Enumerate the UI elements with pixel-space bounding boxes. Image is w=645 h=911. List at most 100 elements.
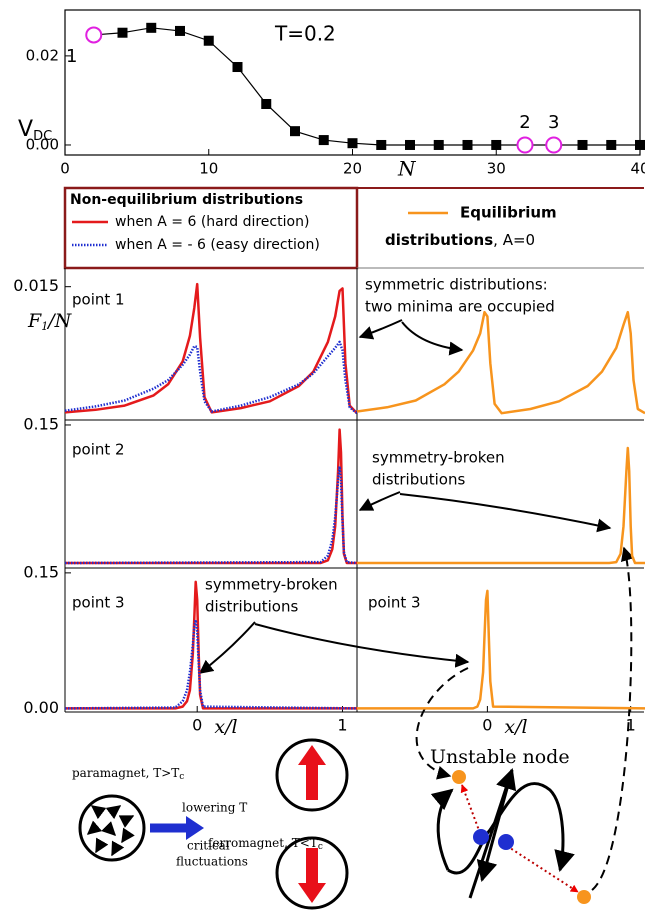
y-tick-label: 0.00	[26, 135, 59, 153]
legend-box	[63, 186, 359, 270]
x-tick-label: 20	[343, 160, 362, 178]
data-point	[462, 139, 473, 150]
arrow	[399, 493, 612, 533]
plot-area	[64, 428, 358, 565]
x-tick-label: 0	[60, 160, 70, 178]
point-label: 3	[548, 112, 559, 133]
plot-area	[357, 446, 645, 565]
point-label: 1	[66, 46, 77, 67]
blue-dot	[473, 829, 489, 845]
y-label: F1/N	[27, 310, 73, 333]
plot-area	[356, 310, 645, 415]
point-label: 2	[519, 112, 530, 133]
arrow	[198, 621, 256, 674]
x-tick-label: 40	[630, 160, 645, 178]
annotation: distributions	[205, 598, 298, 616]
arrow	[358, 491, 401, 511]
data-point	[491, 139, 502, 150]
diagram-label: fluctuations	[176, 855, 248, 869]
x-label: N	[397, 157, 417, 181]
annotation-arrows	[198, 319, 612, 674]
potential-curves	[430, 768, 575, 899]
data-line	[64, 618, 358, 710]
legend-label: when A = 6 (hard direction)	[115, 214, 309, 230]
x-label: x/l	[214, 716, 237, 738]
chart-title: T=0.2	[274, 22, 336, 46]
orange-dot	[577, 890, 591, 904]
dotted-arrows	[460, 784, 579, 893]
orange-dot	[452, 770, 466, 784]
legend-title: Equilibrium	[460, 204, 557, 222]
plot-area	[64, 580, 358, 710]
data-point	[433, 139, 444, 150]
annotation: symmetry-broken	[205, 576, 338, 594]
arrow	[358, 319, 403, 340]
diagram-label: critical	[187, 839, 230, 853]
data-point	[405, 139, 415, 150]
data-point	[577, 139, 588, 150]
data-point	[635, 139, 645, 150]
annotation: symmetric distributions:	[365, 276, 548, 294]
x-tick-label: 0	[482, 716, 492, 735]
y-tick-label: 0.02	[26, 46, 59, 64]
spin-circle	[275, 738, 349, 812]
data-line	[64, 465, 358, 565]
x-tick-label: 10	[199, 160, 218, 178]
data-point	[203, 35, 214, 46]
data-point	[175, 25, 185, 36]
data-point	[318, 135, 329, 146]
random-spins	[86, 805, 135, 857]
dashed-paths	[415, 546, 635, 891]
x-tick-label: 0	[192, 716, 202, 735]
data-point	[117, 27, 128, 38]
x-tick-label: 1	[337, 716, 347, 735]
annotation: two minima are occupied	[365, 298, 555, 316]
panel-label: point 3	[72, 594, 125, 612]
x-label: x/l	[504, 716, 527, 738]
data-line	[356, 310, 645, 415]
diagram-label: lowering T	[182, 801, 247, 815]
blue-dot	[498, 834, 514, 850]
data-line	[357, 589, 645, 710]
legend-title: distributions, A=0	[385, 231, 535, 249]
data-point	[606, 139, 617, 150]
y-tick-label: 0.15	[23, 414, 59, 433]
data-line	[357, 446, 645, 565]
legend-title: Non-equilibrium distributions	[70, 192, 303, 208]
y-tick-label: 0.00	[23, 698, 59, 717]
spin-up	[298, 745, 326, 800]
y-tick-label: 0.15	[23, 562, 59, 581]
y-tick-label: 0.015	[13, 276, 59, 295]
blue-arrow	[186, 816, 204, 840]
data-point	[347, 138, 358, 149]
panel-label: point 1	[72, 291, 125, 309]
spin-down	[298, 848, 326, 903]
x-tick-label: 30	[487, 160, 506, 178]
y-label: VDC	[18, 117, 52, 144]
arrow	[401, 321, 464, 356]
data-point	[290, 126, 300, 137]
panel-label: point 2	[72, 441, 125, 459]
x-tick-label: 1	[626, 716, 636, 735]
plot-area	[357, 589, 645, 710]
spin-circle	[275, 836, 349, 910]
arrow	[254, 623, 470, 668]
plot-area	[64, 282, 358, 415]
highlight-point	[545, 136, 563, 154]
diagram: paramagnet, T>Tc lowering T critical flu…	[72, 546, 635, 910]
data-line	[65, 580, 357, 710]
data-point	[146, 22, 157, 33]
data-point	[376, 139, 387, 150]
data-line	[64, 340, 358, 415]
diagram-label: Unstable node	[430, 746, 570, 768]
annotation: symmetry-broken	[372, 449, 505, 467]
highlight-point	[516, 136, 534, 154]
diagram-label: paramagnet, T>Tc	[72, 766, 184, 782]
highlight-point	[85, 26, 103, 44]
legend-label: when A = - 6 (easy direction)	[115, 237, 320, 253]
data-point	[261, 98, 272, 109]
annotation: distributions	[372, 471, 465, 489]
spin-circle	[78, 794, 146, 862]
